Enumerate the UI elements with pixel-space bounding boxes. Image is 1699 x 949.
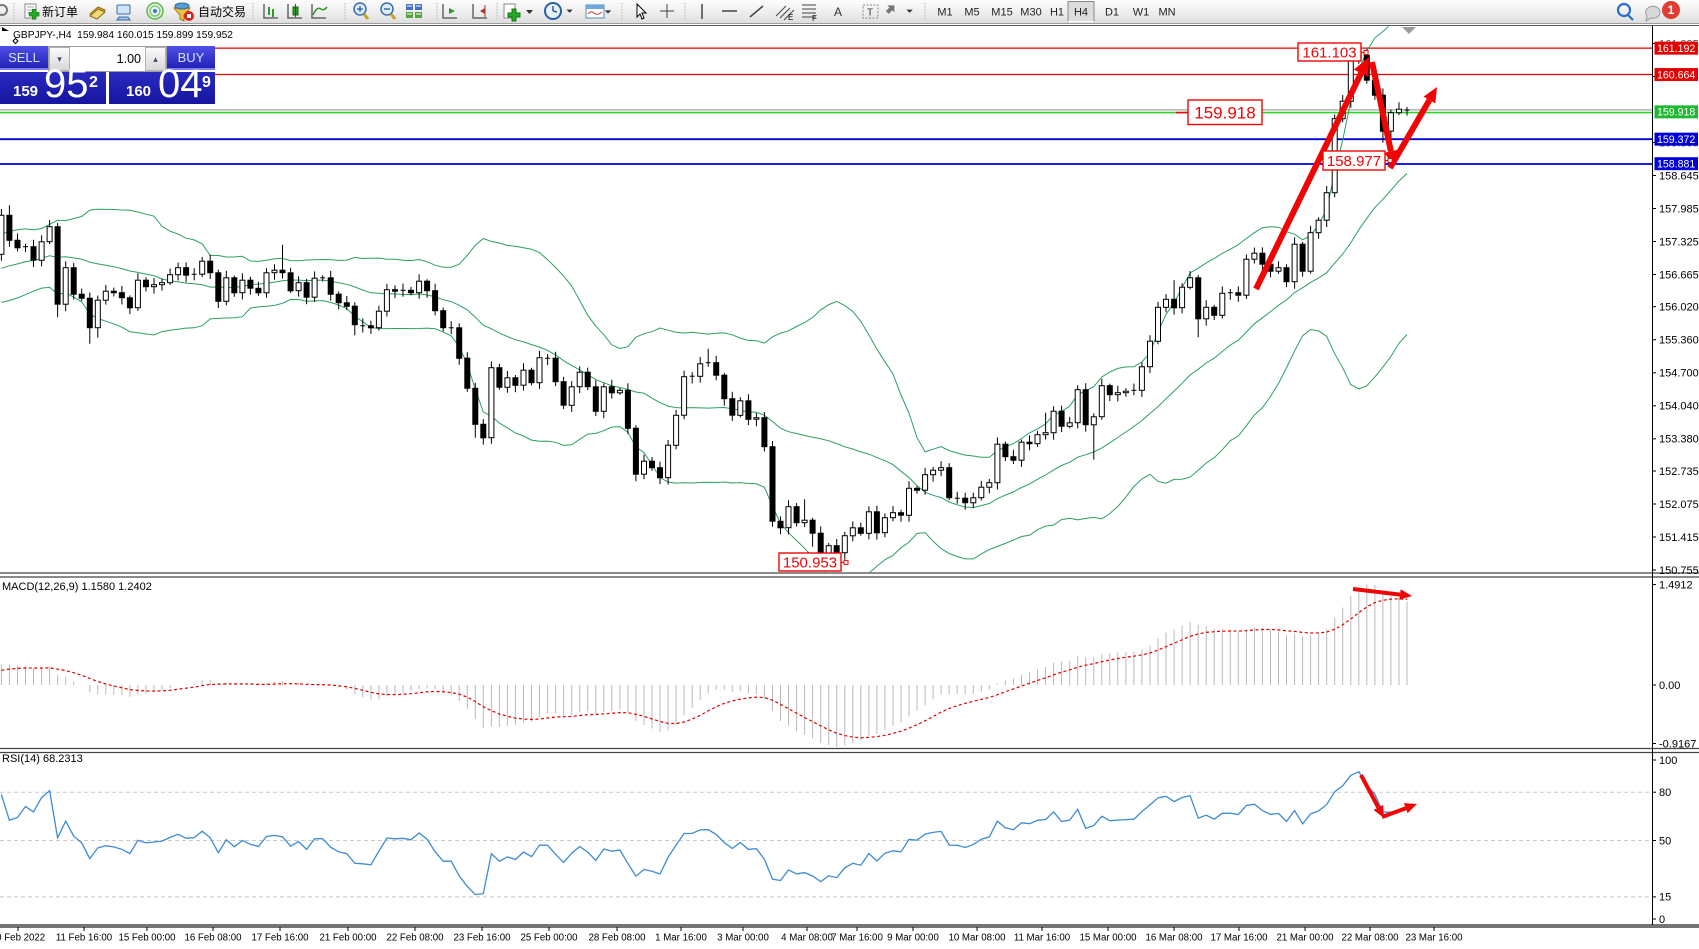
svg-text:158.881: 158.881 bbox=[1657, 158, 1695, 170]
svg-text:161.103: 161.103 bbox=[1302, 44, 1356, 61]
svg-text:28 Feb 08:00: 28 Feb 08:00 bbox=[588, 933, 646, 944]
svg-text:F: F bbox=[812, 14, 817, 23]
svg-text:150.953: 150.953 bbox=[783, 554, 837, 571]
svg-text:21 Mar 00:00: 21 Mar 00:00 bbox=[1276, 933, 1334, 944]
svg-text:9 Mar 00:00: 9 Mar 00:00 bbox=[887, 933, 939, 944]
svg-text:M5: M5 bbox=[964, 7, 979, 19]
svg-text:MACD(12,26,9) 1.1580 1.2402: MACD(12,26,9) 1.1580 1.2402 bbox=[2, 581, 152, 593]
svg-text:156.665: 156.665 bbox=[1659, 269, 1699, 281]
svg-text:22 Feb 08:00: 22 Feb 08:00 bbox=[386, 933, 444, 944]
svg-text:4 Mar 08:00: 4 Mar 08:00 bbox=[781, 933, 833, 944]
svg-text:-0.9167: -0.9167 bbox=[1659, 738, 1696, 750]
svg-text:D1: D1 bbox=[1105, 7, 1119, 19]
svg-text:158.977: 158.977 bbox=[1327, 153, 1381, 170]
svg-text:22 Mar 08:00: 22 Mar 08:00 bbox=[1341, 933, 1399, 944]
svg-text:100: 100 bbox=[1659, 755, 1677, 767]
svg-text:GBPJPY-,H4 159.984 160.015 15: GBPJPY-,H4 159.984 160.015 159.899 159.9… bbox=[13, 30, 233, 41]
svg-text:M1: M1 bbox=[937, 7, 952, 19]
svg-text:1.4912: 1.4912 bbox=[1659, 579, 1693, 591]
svg-text:23 Feb 16:00: 23 Feb 16:00 bbox=[453, 933, 511, 944]
svg-text:15: 15 bbox=[1659, 892, 1671, 904]
svg-text:158.645: 158.645 bbox=[1659, 170, 1699, 182]
svg-text:10 Mar 08:00: 10 Mar 08:00 bbox=[948, 933, 1006, 944]
svg-text:153.380: 153.380 bbox=[1659, 434, 1699, 446]
svg-text:25 Feb 00:00: 25 Feb 00:00 bbox=[520, 933, 578, 944]
svg-text:154.700: 154.700 bbox=[1659, 368, 1699, 380]
svg-text:A: A bbox=[834, 5, 842, 19]
svg-text:21 Feb 00:00: 21 Feb 00:00 bbox=[319, 933, 377, 944]
svg-text:1 Mar 16:00: 1 Mar 16:00 bbox=[655, 933, 707, 944]
svg-text:50: 50 bbox=[1659, 835, 1671, 847]
svg-text:15 Mar 00:00: 15 Mar 00:00 bbox=[1079, 933, 1137, 944]
svg-text:11 Feb 16:00: 11 Feb 16:00 bbox=[56, 933, 113, 944]
svg-text:150.755: 150.755 bbox=[1659, 565, 1699, 577]
svg-text:80: 80 bbox=[1659, 787, 1671, 799]
svg-text:T: T bbox=[867, 8, 873, 19]
svg-text:15 Feb 00:00: 15 Feb 00:00 bbox=[118, 933, 176, 944]
svg-text:17 Mar 16:00: 17 Mar 16:00 bbox=[1210, 933, 1268, 944]
svg-text:11 Mar 16:00: 11 Mar 16:00 bbox=[1014, 933, 1071, 944]
svg-text:W1: W1 bbox=[1133, 7, 1150, 19]
svg-text:159.918: 159.918 bbox=[1657, 107, 1695, 119]
svg-text:151.415: 151.415 bbox=[1659, 532, 1699, 544]
svg-text:157.325: 157.325 bbox=[1659, 236, 1699, 248]
svg-text:自动交易: 自动交易 bbox=[198, 4, 246, 19]
svg-text:16 Mar 08:00: 16 Mar 08:00 bbox=[1145, 933, 1203, 944]
svg-text:154.040: 154.040 bbox=[1659, 401, 1699, 413]
svg-text:161.192: 161.192 bbox=[1657, 43, 1695, 55]
svg-text:10 Feb 2022: 10 Feb 2022 bbox=[0, 933, 45, 944]
svg-text:新订单: 新订单 bbox=[42, 4, 78, 19]
svg-text:155.360: 155.360 bbox=[1659, 335, 1699, 347]
svg-text:M30: M30 bbox=[1020, 7, 1041, 19]
svg-text:152.735: 152.735 bbox=[1659, 466, 1699, 478]
svg-text:H1: H1 bbox=[1050, 7, 1064, 19]
svg-text:152.075: 152.075 bbox=[1659, 499, 1699, 511]
svg-text:16 Feb 08:00: 16 Feb 08:00 bbox=[184, 933, 242, 944]
svg-text:160.664: 160.664 bbox=[1657, 69, 1695, 81]
svg-text:156.020: 156.020 bbox=[1659, 302, 1699, 314]
svg-text:17 Feb 16:00: 17 Feb 16:00 bbox=[251, 933, 309, 944]
svg-text:E: E bbox=[788, 13, 793, 22]
svg-text:0: 0 bbox=[1659, 914, 1665, 926]
svg-text:157.985: 157.985 bbox=[1659, 203, 1699, 215]
svg-text:159.372: 159.372 bbox=[1657, 134, 1695, 146]
svg-text:7 Mar 16:00: 7 Mar 16:00 bbox=[831, 933, 883, 944]
svg-text:3 Mar 00:00: 3 Mar 00:00 bbox=[717, 933, 769, 944]
svg-text:23 Mar 16:00: 23 Mar 16:00 bbox=[1405, 933, 1463, 944]
svg-text:H4: H4 bbox=[1074, 7, 1088, 19]
svg-text:MN: MN bbox=[1158, 7, 1175, 19]
svg-text:RSI(14) 68.2313: RSI(14) 68.2313 bbox=[2, 753, 83, 765]
svg-text:1: 1 bbox=[1668, 3, 1675, 17]
svg-text:0.00: 0.00 bbox=[1659, 680, 1680, 692]
svg-text:M15: M15 bbox=[991, 7, 1012, 19]
svg-text:159.918: 159.918 bbox=[1194, 103, 1255, 122]
